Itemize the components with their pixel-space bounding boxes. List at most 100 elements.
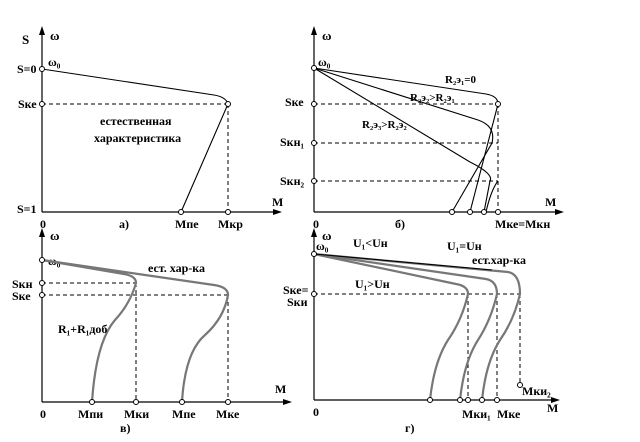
panel-b: ω M ω₀ Sке Sкн₁ Sкн₂ 0 R₂э₁=0 R₂э₂>R₂э₁ …: [280, 26, 564, 231]
zero-label: 0: [313, 405, 319, 419]
mki-label: Мки: [124, 407, 149, 421]
axis-w-label: ω: [322, 228, 332, 243]
point-marker: [39, 257, 45, 263]
point-marker: [495, 101, 501, 107]
zero-label: 0: [313, 217, 319, 231]
point-marker: [89, 399, 95, 405]
r3-label: R₂э₃>R₂э₂: [362, 119, 408, 131]
u-eq-label: U₁=Uн: [447, 239, 482, 253]
ski1-label: Sкн₁: [280, 135, 305, 149]
arrow-icon: [39, 26, 45, 35]
point-marker: [517, 382, 523, 388]
curve-u-less: [313, 252, 470, 401]
added-resistance-curve: [41, 258, 138, 403]
arrow-icon: [39, 228, 45, 237]
point-marker: [225, 399, 231, 405]
ske1-label: Sке=: [283, 283, 309, 297]
s1-label: S=1: [17, 202, 37, 216]
curve-natural-top: [313, 253, 493, 271]
curve-r3: [313, 67, 492, 213]
point-marker: [465, 397, 471, 403]
natural-label: ест.хар-ка: [472, 253, 526, 267]
mki1-label: Мки₁: [462, 407, 491, 421]
mke-label: Мке: [497, 407, 521, 421]
panel-a: S ω M S=0 ω₀ Sке S=1 0 естественная хара…: [17, 26, 283, 231]
axis-m-label: M: [547, 401, 558, 415]
point-marker: [427, 397, 433, 403]
point-marker: [178, 209, 184, 215]
s0-label: S=0: [17, 62, 37, 76]
axis-w-label: ω: [50, 28, 60, 43]
point-marker: [449, 209, 455, 215]
caption-line1: естественная: [100, 114, 172, 128]
point-marker: [495, 209, 501, 215]
mke-label: Мке: [216, 407, 240, 421]
point-marker: [133, 399, 139, 405]
curve-r1: [313, 67, 499, 213]
point-marker: [39, 101, 45, 107]
ski-label: Sкн: [12, 277, 33, 291]
mki2-label: Мки₂: [522, 384, 551, 398]
mke-label: Мке=Мкн: [495, 217, 550, 231]
axis-w-label: ω: [50, 228, 60, 243]
mpe-label: Мпе: [172, 407, 196, 421]
panel-v: ω M ω₀ Sкн Sке 0 ест. хар-ка R₁+R₁доб Мп…: [12, 228, 292, 435]
point-marker: [311, 101, 317, 107]
point-marker: [39, 66, 45, 72]
arrow-icon: [283, 399, 292, 405]
ski2-label: Sкн₂: [280, 174, 305, 188]
mpe-label: Мпе: [175, 217, 199, 231]
caption-line2: характеристика: [94, 131, 181, 145]
curve-r3-tail: [485, 180, 499, 213]
panel-label: в): [120, 421, 130, 435]
point-marker: [311, 291, 317, 297]
ske2-label: Sки: [287, 295, 308, 309]
curve-u-eq: [313, 252, 499, 401]
axis-m-label: M: [545, 195, 556, 209]
arrow-icon: [311, 228, 317, 237]
zero-label: 0: [40, 407, 46, 421]
panel-label: б): [395, 217, 405, 231]
arrow-icon: [551, 397, 560, 403]
point-marker: [225, 101, 231, 107]
point-marker: [467, 209, 473, 215]
panel-label: а): [119, 217, 129, 231]
arrow-icon: [273, 209, 282, 215]
arrow-icon: [311, 26, 317, 35]
w0-label: ω₀: [48, 55, 61, 69]
axis-m-label: M: [272, 195, 283, 209]
ske-label: Sке: [12, 289, 31, 303]
point-marker: [225, 209, 231, 215]
point-marker: [481, 209, 487, 215]
curve-u-more: [313, 252, 522, 401]
u-less-label: U₁<Uн: [353, 236, 388, 250]
natural-characteristic-curve: [41, 258, 230, 403]
axis-m-label: M: [275, 382, 286, 396]
ske-label: Sке: [285, 95, 304, 109]
point-marker: [39, 292, 45, 298]
point-marker: [457, 397, 463, 403]
point-marker: [479, 397, 485, 403]
u-more-label: U₁>Uн: [355, 277, 390, 291]
ske-label: Sке: [18, 97, 37, 111]
axis-s-label: S: [22, 32, 29, 47]
r1-label: R₂э₁=0: [445, 74, 477, 86]
point-marker: [179, 399, 185, 405]
natural-label: ест. хар-ка: [148, 261, 205, 275]
axis-w-label: ω: [322, 28, 332, 43]
arrow-icon: [555, 209, 564, 215]
mkr-label: Мкр: [218, 217, 243, 231]
zero-label: 0: [40, 217, 46, 231]
r2-label: R₂э₂>R₂э₁: [410, 92, 455, 104]
radd-label: R₁+R₁доб: [58, 322, 107, 336]
point-marker: [39, 280, 45, 286]
w0-label: ω₀: [318, 55, 331, 69]
mpi-label: Мпи: [78, 407, 103, 421]
point-marker: [311, 251, 317, 257]
point-marker: [311, 65, 317, 71]
panel-g: ω M ω₀ Sке= Sки 0 U₁<Uн U₁=Uн ест.хар-ка…: [283, 228, 560, 435]
curve-r2: [313, 67, 494, 213]
point-marker: [494, 397, 500, 403]
